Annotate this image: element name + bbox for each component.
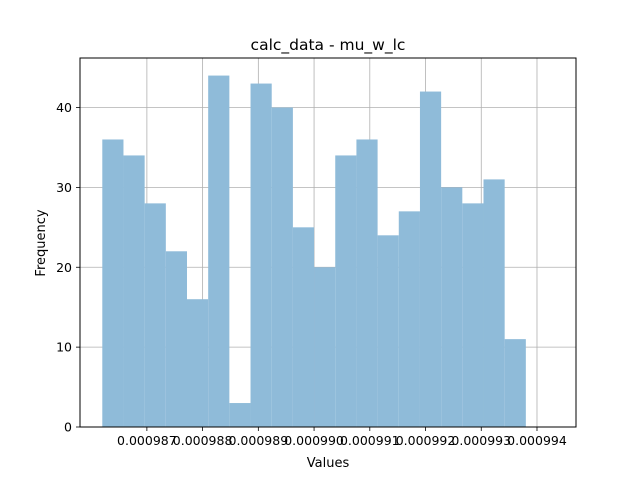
histogram-bar-11 bbox=[335, 155, 357, 427]
histogram-bar-15 bbox=[419, 91, 442, 427]
histogram-bar-10 bbox=[314, 267, 336, 427]
histogram-bar-12 bbox=[356, 139, 378, 427]
x-tick-label-1: 0.000988 bbox=[173, 433, 233, 448]
y-axis-ticks: 0 10 20 30 40 bbox=[56, 100, 80, 435]
y-tick-label-3: 30 bbox=[56, 180, 72, 195]
histogram-bar-14 bbox=[398, 211, 420, 427]
x-tick-label-2: 0.000989 bbox=[229, 433, 289, 448]
histogram-bar-17 bbox=[462, 203, 484, 427]
histogram-bar-2 bbox=[144, 203, 166, 427]
plot-frame bbox=[79, 57, 577, 428]
y-tick-label-1: 10 bbox=[56, 340, 72, 355]
histogram-bar-19 bbox=[504, 339, 526, 427]
histogram-bar-5 bbox=[208, 75, 230, 428]
histogram-bar-13 bbox=[377, 235, 399, 427]
x-tick-label-7: 0.000994 bbox=[507, 433, 567, 448]
y-tick-label-4: 40 bbox=[56, 100, 72, 115]
histogram-bar-4 bbox=[187, 299, 209, 427]
histogram-bar-8 bbox=[271, 107, 293, 428]
y-tick-label-2: 20 bbox=[56, 260, 72, 275]
x-axis-label: Values bbox=[307, 456, 350, 471]
histogram-bar-3 bbox=[165, 251, 188, 427]
histogram-bar-0 bbox=[102, 139, 124, 427]
histogram-bar-1 bbox=[123, 155, 145, 427]
histogram-bars bbox=[102, 75, 526, 428]
histogram-bar-7 bbox=[250, 83, 272, 427]
x-axis-ticks: 0.0009870.0009880.0009890.0009900.000991… bbox=[117, 427, 567, 448]
histogram-bar-16 bbox=[441, 187, 463, 427]
chart-title: calc_data - mu_w_lc bbox=[251, 36, 406, 55]
x-tick-label-0: 0.000987 bbox=[117, 433, 177, 448]
x-tick-label-3: 0.000990 bbox=[284, 433, 344, 448]
histogram-bar-9 bbox=[292, 227, 315, 427]
x-tick-label-5: 0.000992 bbox=[396, 433, 456, 448]
histogram-bar-18 bbox=[483, 179, 505, 427]
histogram-bar-6 bbox=[229, 403, 251, 427]
y-tick-label-0: 0 bbox=[64, 420, 72, 435]
y-axis-label: Frequency bbox=[34, 209, 49, 276]
x-tick-label-4: 0.000991 bbox=[340, 433, 400, 448]
x-tick-label-6: 0.000993 bbox=[451, 433, 511, 448]
